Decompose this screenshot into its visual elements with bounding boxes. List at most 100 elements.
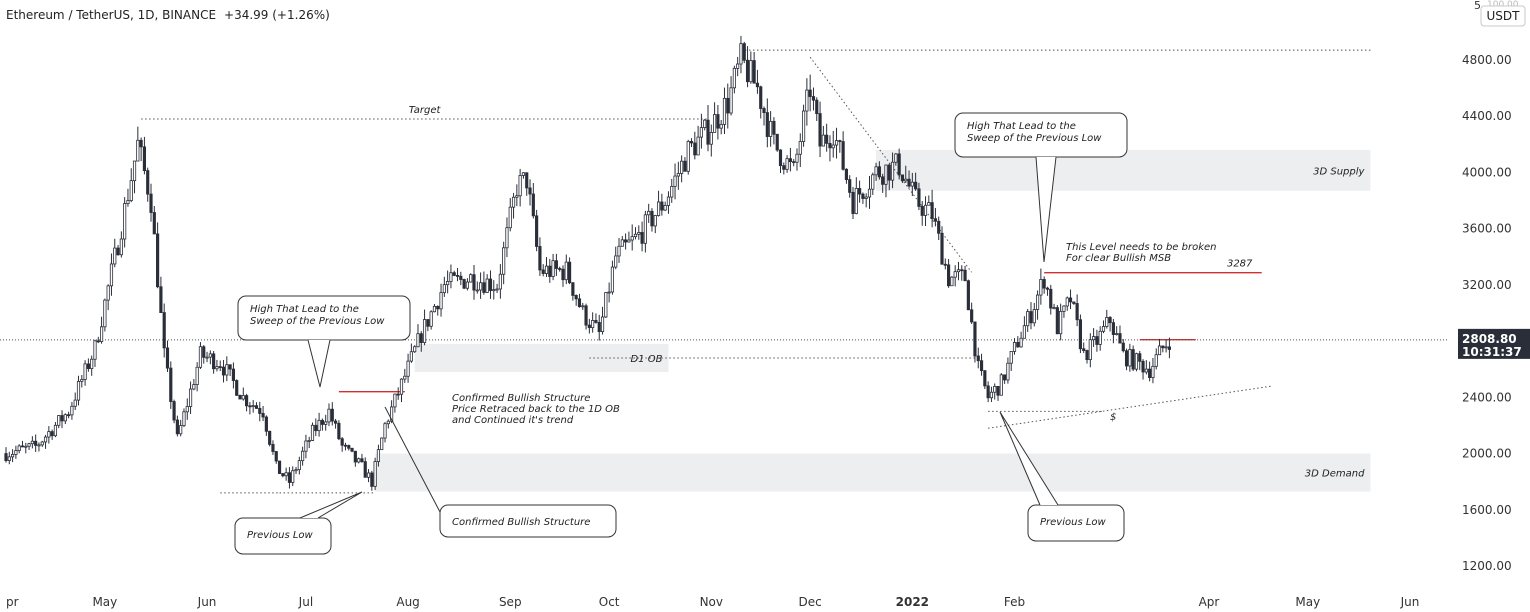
candle-body bbox=[858, 188, 862, 195]
annotation-text: This Level needs to be broken bbox=[1066, 242, 1217, 253]
candle-body bbox=[950, 276, 954, 287]
candle bbox=[142, 136, 147, 175]
candle bbox=[890, 152, 895, 189]
candle bbox=[24, 442, 28, 454]
candle-body bbox=[1148, 368, 1152, 378]
candle bbox=[993, 383, 997, 400]
candle-body bbox=[488, 278, 493, 291]
candle-body bbox=[666, 196, 671, 206]
candle-body bbox=[1085, 350, 1089, 361]
currency-box[interactable] bbox=[1480, 5, 1526, 27]
candle bbox=[86, 358, 90, 372]
candle bbox=[765, 98, 769, 148]
candle-body bbox=[1138, 353, 1142, 362]
candle-body bbox=[258, 407, 262, 414]
candle-body bbox=[93, 340, 97, 360]
candle bbox=[792, 159, 796, 167]
candle-body bbox=[867, 188, 872, 198]
candle-body bbox=[83, 363, 87, 380]
candle bbox=[422, 309, 427, 346]
candle-body bbox=[554, 260, 558, 269]
candle-body bbox=[844, 168, 849, 180]
annotation-text: For clear Bullish MSB bbox=[1066, 253, 1171, 264]
candle-body bbox=[511, 196, 516, 208]
candle-body bbox=[976, 355, 980, 362]
candle-body bbox=[96, 340, 100, 343]
callout-pointer bbox=[999, 411, 1059, 506]
price-tick-label: 4800.00 bbox=[1462, 53, 1512, 67]
candle bbox=[1141, 359, 1145, 380]
time-tick-label: Apr bbox=[1199, 595, 1220, 609]
candle-body bbox=[1154, 354, 1158, 367]
candle bbox=[40, 440, 44, 448]
candle-body bbox=[343, 444, 348, 447]
candle bbox=[1062, 305, 1066, 318]
candle-body bbox=[614, 255, 618, 268]
candle bbox=[27, 442, 31, 450]
candle bbox=[324, 414, 328, 431]
candle bbox=[1105, 309, 1109, 329]
candle-body bbox=[179, 425, 183, 435]
candle bbox=[106, 284, 110, 311]
current-price-tag[interactable] bbox=[1458, 328, 1530, 359]
candle-body bbox=[630, 236, 634, 241]
candle-body bbox=[726, 97, 730, 114]
candle-body bbox=[1062, 305, 1066, 312]
candle bbox=[152, 206, 156, 235]
candle bbox=[745, 46, 750, 88]
candle bbox=[462, 278, 466, 290]
candle bbox=[208, 350, 212, 365]
candle bbox=[831, 131, 835, 158]
candle bbox=[581, 302, 585, 310]
candle-body bbox=[1157, 345, 1162, 356]
candle bbox=[343, 442, 348, 451]
candle-body bbox=[277, 460, 282, 474]
candle-body bbox=[871, 174, 875, 190]
time-axis[interactable]: pr May Jun Jul Aug Sep Oct Nov Dec 2022 Feb Apr May J… bbox=[6, 595, 1419, 609]
candle bbox=[732, 65, 736, 94]
candle bbox=[479, 272, 483, 299]
candle-body bbox=[683, 160, 687, 172]
callout-pointer bbox=[299, 491, 363, 519]
candle-body bbox=[294, 469, 298, 472]
candle bbox=[43, 434, 48, 449]
candle-body bbox=[729, 87, 733, 114]
candle-body bbox=[482, 282, 486, 293]
candle bbox=[663, 201, 667, 212]
candle bbox=[340, 437, 344, 452]
candle bbox=[350, 447, 354, 453]
candle bbox=[910, 172, 914, 196]
candle-body bbox=[235, 380, 239, 396]
candle-body bbox=[1124, 350, 1129, 367]
price-axis[interactable]: 1200.001600.002000.002400.002800.003200.… bbox=[1458, 53, 1530, 573]
candle bbox=[1138, 351, 1142, 371]
candle bbox=[989, 386, 994, 403]
current-price-label: 2808.80 bbox=[1462, 332, 1517, 346]
candle bbox=[502, 241, 506, 285]
candle bbox=[1164, 339, 1168, 353]
candle-body bbox=[960, 269, 964, 272]
candle-body bbox=[208, 353, 212, 358]
candle bbox=[689, 138, 694, 147]
candle bbox=[844, 168, 849, 184]
callout-text: Previous Low bbox=[247, 530, 314, 541]
candle bbox=[34, 434, 38, 452]
candle-body bbox=[129, 180, 133, 202]
candle bbox=[821, 125, 825, 147]
candle-body bbox=[498, 273, 502, 290]
candle-body bbox=[979, 360, 984, 372]
candle-body bbox=[699, 127, 703, 138]
candle bbox=[871, 172, 875, 195]
candle bbox=[165, 340, 170, 372]
candle bbox=[304, 434, 308, 459]
candle-body bbox=[20, 445, 25, 448]
candle bbox=[775, 133, 779, 152]
candle bbox=[999, 373, 1003, 396]
candle-body bbox=[132, 160, 137, 182]
candle bbox=[1078, 314, 1083, 354]
candle bbox=[923, 196, 928, 227]
candle bbox=[366, 469, 371, 483]
time-tick-label: Oct bbox=[599, 595, 620, 609]
candle-body bbox=[43, 436, 48, 443]
